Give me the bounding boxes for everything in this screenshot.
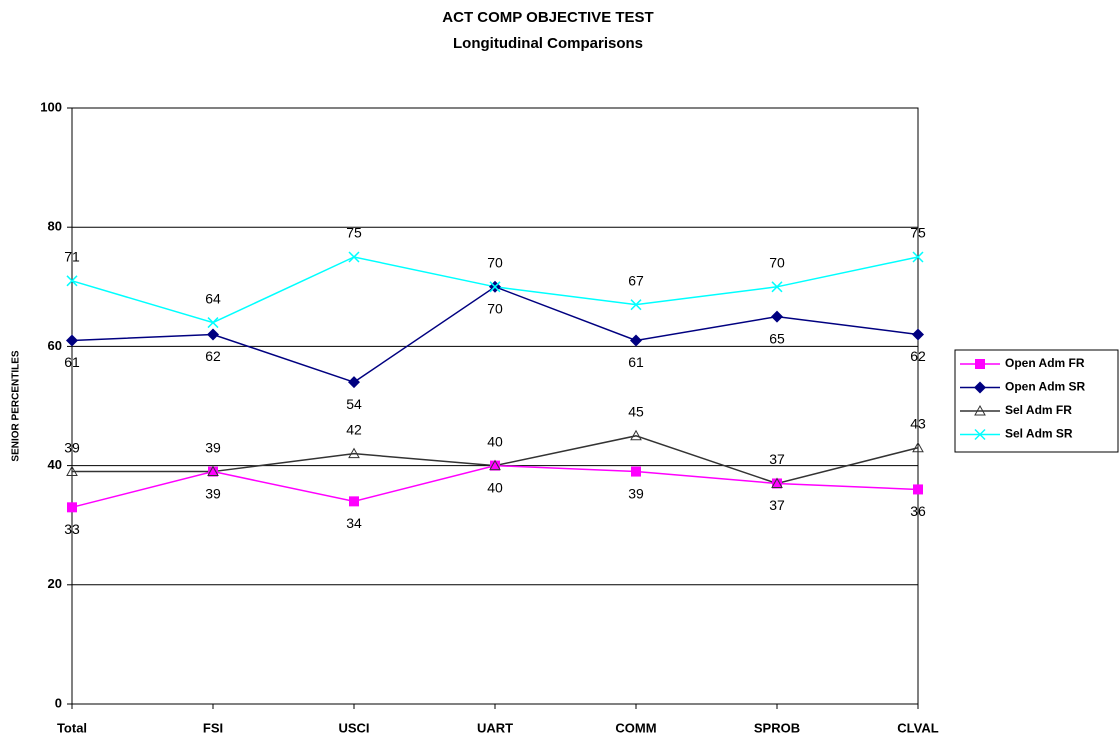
data-label: 62 xyxy=(205,348,221,364)
data-point xyxy=(630,334,642,347)
y-tick-label: 20 xyxy=(48,576,62,591)
data-label: 70 xyxy=(487,255,503,271)
data-point xyxy=(207,317,219,329)
data-label: 45 xyxy=(628,404,644,420)
data-point xyxy=(348,447,360,459)
legend-marker xyxy=(974,404,986,416)
y-tick-label: 60 xyxy=(48,338,62,353)
data-label: 39 xyxy=(205,485,221,501)
data-label: 42 xyxy=(346,421,362,437)
data-label: 39 xyxy=(64,439,80,455)
data-point xyxy=(67,502,77,513)
data-label: 36 xyxy=(910,503,926,519)
data-point xyxy=(207,465,219,477)
data-label: 34 xyxy=(346,515,362,531)
data-point xyxy=(66,465,78,477)
data-label: 70 xyxy=(769,255,785,271)
y-axis-label: SENIOR PERCENTILES xyxy=(11,350,22,461)
data-point xyxy=(490,460,500,471)
x-tick-label: USCI xyxy=(338,720,369,735)
data-point xyxy=(489,281,501,293)
legend-marker xyxy=(975,359,985,369)
data-label: 33 xyxy=(64,521,80,537)
data-point xyxy=(66,275,78,287)
data-label: 65 xyxy=(769,330,785,346)
data-label: 43 xyxy=(910,415,926,431)
data-label: 37 xyxy=(769,497,785,513)
x-tick-label: COMM xyxy=(615,720,656,735)
data-point xyxy=(912,328,924,341)
data-label: 40 xyxy=(487,479,503,495)
x-tick-label: CLVAL xyxy=(897,720,938,735)
data-label: 40 xyxy=(487,433,503,449)
x-tick-label: UART xyxy=(477,720,513,735)
data-label: 61 xyxy=(64,354,80,370)
data-label: 67 xyxy=(628,272,644,288)
data-label: 61 xyxy=(628,354,644,370)
data-point xyxy=(771,281,783,293)
data-point xyxy=(630,299,642,311)
data-label: 37 xyxy=(769,451,785,467)
data-label: 75 xyxy=(910,225,926,241)
data-point xyxy=(913,484,923,495)
y-tick-label: 80 xyxy=(48,219,62,234)
data-label: 39 xyxy=(628,485,644,501)
legend-label: Open Adm SR xyxy=(1005,380,1086,394)
x-tick-label: Total xyxy=(57,720,87,735)
data-label: 71 xyxy=(64,249,80,265)
legend-marker xyxy=(974,381,986,394)
legend-marker xyxy=(974,428,986,441)
data-point xyxy=(631,466,641,477)
legend-label: Sel Adm FR xyxy=(1005,403,1072,417)
data-point xyxy=(772,478,782,489)
data-point xyxy=(771,310,783,323)
data-point xyxy=(349,496,359,507)
data-point xyxy=(771,477,783,488)
data-point xyxy=(912,441,924,453)
data-point xyxy=(912,251,924,263)
data-label: 54 xyxy=(346,396,362,412)
data-point xyxy=(348,251,360,263)
data-label: 62 xyxy=(910,348,926,364)
y-tick-label: 0 xyxy=(55,695,62,710)
chart-subtitle: Longitudinal Comparisons xyxy=(453,35,643,52)
y-tick-label: 40 xyxy=(48,457,62,472)
x-tick-label: FSI xyxy=(203,720,223,735)
data-point xyxy=(630,429,642,441)
y-tick-label: 100 xyxy=(40,99,62,114)
data-label: 75 xyxy=(346,225,362,241)
legend-label: Open Adm FR xyxy=(1005,356,1085,370)
data-point xyxy=(208,466,218,477)
data-point xyxy=(207,328,219,341)
data-point xyxy=(66,334,78,347)
plot-area xyxy=(71,107,919,705)
data-label: 64 xyxy=(205,290,221,306)
data-point xyxy=(348,376,360,389)
data-label: 70 xyxy=(487,301,503,317)
data-label: 39 xyxy=(205,439,221,455)
data-point xyxy=(489,459,501,471)
x-tick-label: SPROB xyxy=(754,720,800,735)
chart-title: ACT COMP OBJECTIVE TEST xyxy=(442,9,653,26)
legend-label: Sel Adm SR xyxy=(1005,427,1073,441)
